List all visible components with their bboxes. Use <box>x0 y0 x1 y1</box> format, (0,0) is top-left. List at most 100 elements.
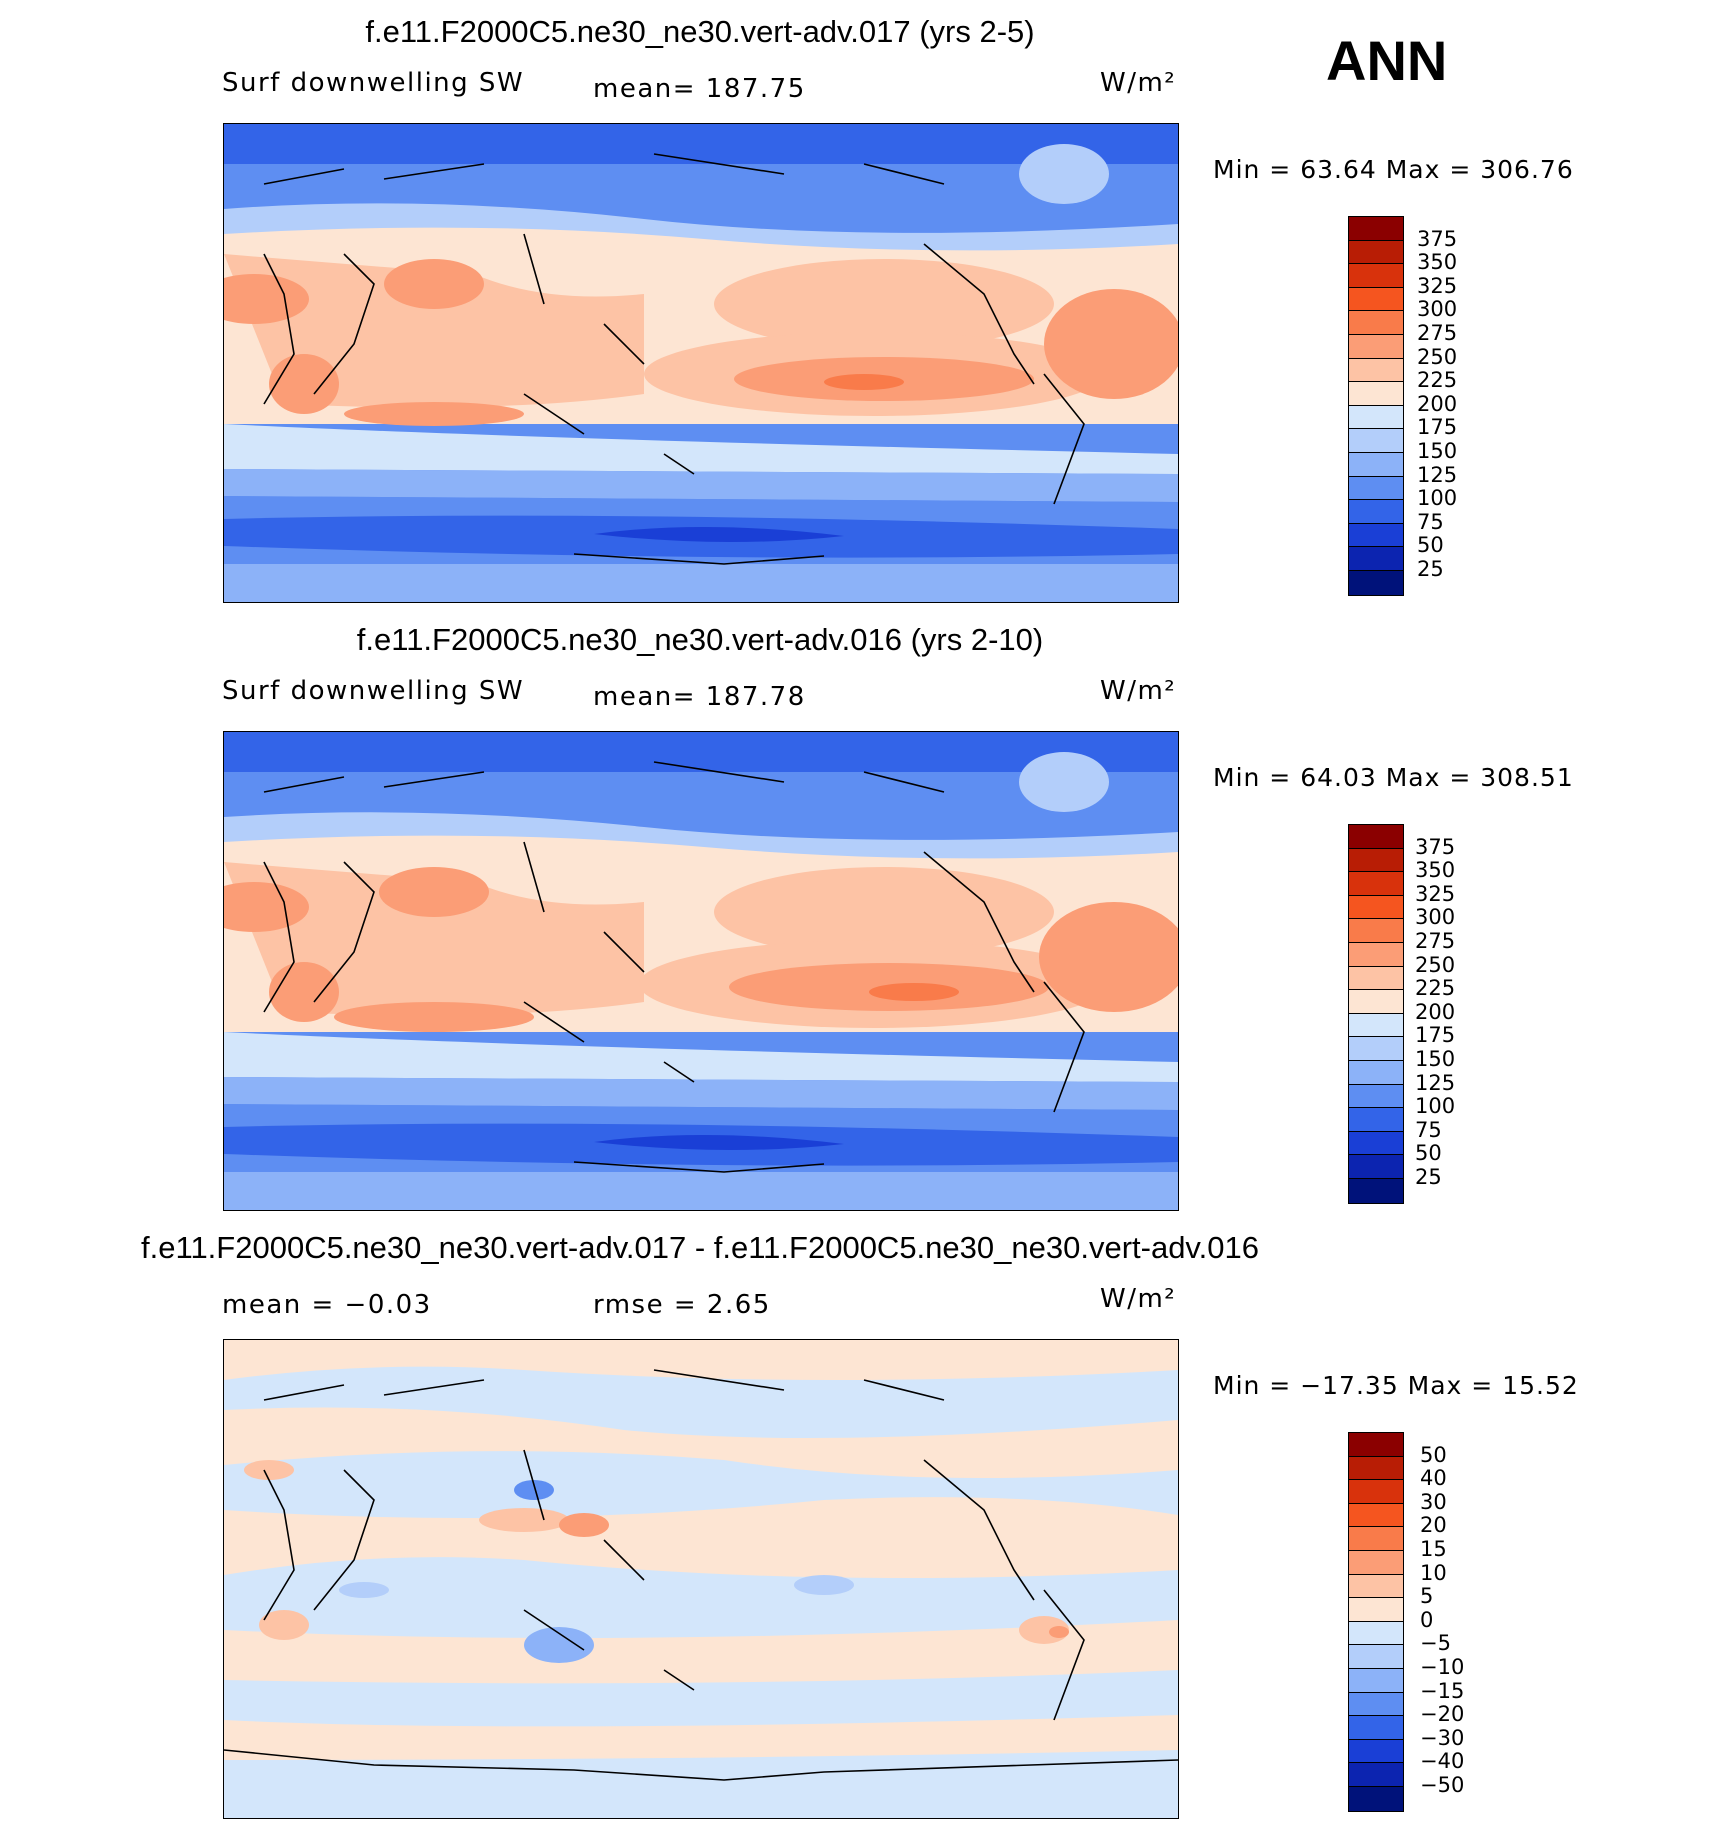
colorbar-cell <box>1349 1084 1403 1109</box>
panel-1-mean-label: mean= 187.75 <box>593 74 806 104</box>
colorbar-cell <box>1349 240 1403 265</box>
panel-3-minmax: Min = −17.35 Max = 15.52 <box>1213 1371 1579 1400</box>
panel-3-title: f.e11.F2000C5.ne30_ne30.vert-adv.017 - f… <box>141 1230 1259 1265</box>
colorbar-cell <box>1349 523 1403 548</box>
colorbar-cell <box>1349 1060 1403 1085</box>
colorbar-tick-label: 125 <box>1415 1070 1456 1095</box>
colorbar-cell <box>1349 1598 1403 1622</box>
colorbar-tick-label: −30 <box>1420 1725 1465 1750</box>
colorbar-tick-label: 40 <box>1420 1466 1447 1491</box>
colorbar-cell <box>1349 1037 1403 1061</box>
colorbar-cell <box>1349 919 1403 943</box>
panel-3-units: W/m² <box>1100 1284 1177 1314</box>
panel-3-map-graphic <box>224 1340 1178 1818</box>
colorbar-tick-label: −20 <box>1420 1702 1465 1727</box>
colorbar-cell <box>1349 1131 1403 1156</box>
colorbar-tick-label: 225 <box>1415 976 1456 1001</box>
colorbar-tick-label: 325 <box>1415 881 1456 906</box>
colorbar-cell <box>1349 1503 1403 1528</box>
panel-1-variable-label: Surf downwelling SW <box>222 68 525 98</box>
colorbar-cell <box>1349 358 1403 383</box>
panel-2-minmax: Min = 64.03 Max = 308.51 <box>1213 763 1574 792</box>
colorbar-tick-label: −40 <box>1420 1749 1465 1774</box>
colorbar-tick-label: 50 <box>1420 1442 1447 1467</box>
colorbar-cell <box>1349 1621 1403 1646</box>
colorbar-cell <box>1349 311 1403 335</box>
panel-3-colorbar <box>1348 1432 1404 1812</box>
colorbar-tick-label: 300 <box>1417 297 1458 322</box>
colorbar-tick-label: 5 <box>1420 1584 1434 1609</box>
colorbar-tick-label: 50 <box>1417 533 1444 558</box>
colorbar-tick-label: −15 <box>1420 1678 1465 1703</box>
colorbar-cell <box>1349 500 1403 524</box>
colorbar-tick-label: 10 <box>1420 1560 1447 1585</box>
panel-3-rmse-label: rmse = 2.65 <box>593 1290 771 1320</box>
colorbar-cell <box>1349 1574 1403 1599</box>
colorbar-tick-label: 25 <box>1415 1165 1442 1189</box>
panel-3-mean-label: mean = −0.03 <box>222 1290 432 1320</box>
panel-1-colorbar <box>1348 216 1404 596</box>
colorbar-cell <box>1349 217 1403 241</box>
colorbar-cell <box>1349 1716 1403 1740</box>
colorbar-cell <box>1349 872 1403 896</box>
colorbar-tick-label: 150 <box>1415 1047 1456 1071</box>
panel-2-units: W/m² <box>1100 676 1177 706</box>
panel-3-map <box>223 1339 1179 1819</box>
colorbar-cell <box>1349 1155 1403 1179</box>
colorbar-cell <box>1349 825 1403 849</box>
colorbar-cell <box>1349 848 1403 873</box>
colorbar-tick-label: 200 <box>1417 391 1458 416</box>
panel-2-colorbar <box>1348 824 1404 1204</box>
colorbar-cell <box>1349 1763 1403 1787</box>
season-label: ANN <box>1326 29 1448 92</box>
colorbar-tick-label: 0 <box>1420 1607 1434 1632</box>
colorbar-cell <box>1349 1433 1403 1457</box>
colorbar-tick-label: 175 <box>1417 415 1458 440</box>
colorbar-tick-label: 300 <box>1415 905 1456 930</box>
colorbar-tick-label: 30 <box>1420 1489 1447 1514</box>
panel-2-map <box>223 731 1179 1211</box>
colorbar-cell <box>1349 476 1403 501</box>
panel-1-map <box>223 123 1179 603</box>
colorbar-cell <box>1349 895 1403 920</box>
colorbar-cell <box>1349 547 1403 571</box>
colorbar-cell <box>1349 334 1403 359</box>
colorbar-cell <box>1349 1739 1403 1764</box>
colorbar-tick-label: 50 <box>1415 1141 1442 1166</box>
panel-1-title: f.e11.F2000C5.ne30_ne30.vert-adv.017 (yr… <box>365 14 1035 49</box>
colorbar-cell <box>1349 1527 1403 1551</box>
colorbar-cell <box>1349 264 1403 288</box>
panel-1-minmax: Min = 63.64 Max = 306.76 <box>1213 155 1574 184</box>
colorbar-tick-label: −10 <box>1420 1655 1465 1679</box>
panel-2-map-graphic <box>224 732 1178 1210</box>
colorbar-tick-label: 350 <box>1415 858 1456 883</box>
colorbar-cell <box>1349 1108 1403 1132</box>
colorbar-cell <box>1349 1668 1403 1693</box>
colorbar-tick-label: 225 <box>1417 368 1458 393</box>
colorbar-tick-label: 25 <box>1417 557 1444 581</box>
panel-1-units: W/m² <box>1100 68 1177 98</box>
colorbar-tick-label: 275 <box>1417 321 1458 345</box>
colorbar-tick-label: 20 <box>1420 1513 1447 1538</box>
colorbar-tick-label: 250 <box>1417 344 1458 369</box>
panel-2-mean-label: mean= 187.78 <box>593 682 806 712</box>
colorbar-cell <box>1349 570 1403 595</box>
colorbar-tick-label: 100 <box>1417 486 1458 511</box>
panel-2-title: f.e11.F2000C5.ne30_ne30.vert-adv.016 (yr… <box>356 622 1044 657</box>
colorbar-tick-label: −5 <box>1420 1631 1451 1656</box>
colorbar-tick-label: 325 <box>1417 273 1458 298</box>
colorbar-cell <box>1349 1645 1403 1669</box>
colorbar-cell <box>1349 1692 1403 1717</box>
colorbar-tick-label: 200 <box>1415 999 1456 1024</box>
colorbar-tick-label: 175 <box>1415 1023 1456 1048</box>
colorbar-tick-label: 125 <box>1417 462 1458 487</box>
colorbar-cell <box>1349 1456 1403 1481</box>
colorbar-tick-label: 75 <box>1415 1117 1442 1142</box>
colorbar-cell <box>1349 1786 1403 1811</box>
colorbar-tick-label: −50 <box>1420 1773 1465 1797</box>
colorbar-cell <box>1349 429 1403 453</box>
colorbar-cell <box>1349 990 1403 1014</box>
colorbar-tick-label: 150 <box>1417 439 1458 463</box>
colorbar-cell <box>1349 1013 1403 1038</box>
colorbar-cell <box>1349 287 1403 312</box>
